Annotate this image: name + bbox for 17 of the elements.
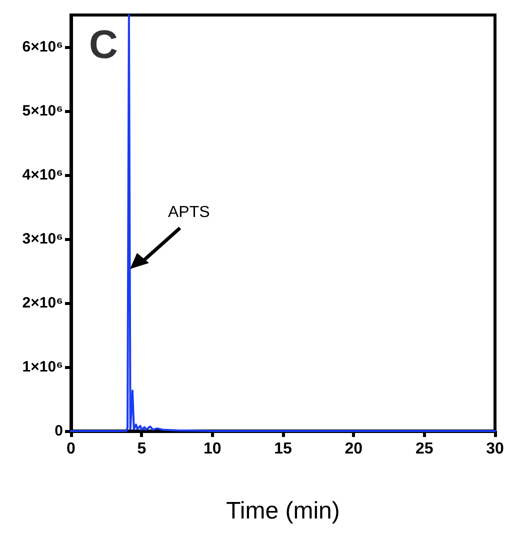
y-tick-label: 1×10⁶	[22, 358, 63, 376]
annotation: APTS	[168, 204, 210, 222]
y-tick-label: 5×10⁶	[22, 102, 63, 120]
chart-title: C	[89, 23, 118, 67]
y-tick-label: 6×10⁶	[22, 38, 63, 56]
y-tick-label: 3×10⁶	[22, 230, 63, 248]
x-tick-label: 30	[486, 440, 504, 458]
x-tick-label: 10	[203, 440, 222, 458]
x-axis-title: Time (min)	[226, 498, 340, 524]
x-tick-label: 5	[137, 440, 146, 458]
y-tick-label: 0	[54, 422, 63, 440]
x-tick-label: 15	[274, 440, 292, 458]
y-tick-label: 2×10⁶	[22, 294, 63, 312]
x-tick-label: 25	[415, 440, 434, 458]
x-tick-label: 20	[344, 440, 363, 458]
y-tick-label: 4×10⁶	[22, 166, 63, 184]
x-tick-label: 0	[66, 440, 76, 458]
